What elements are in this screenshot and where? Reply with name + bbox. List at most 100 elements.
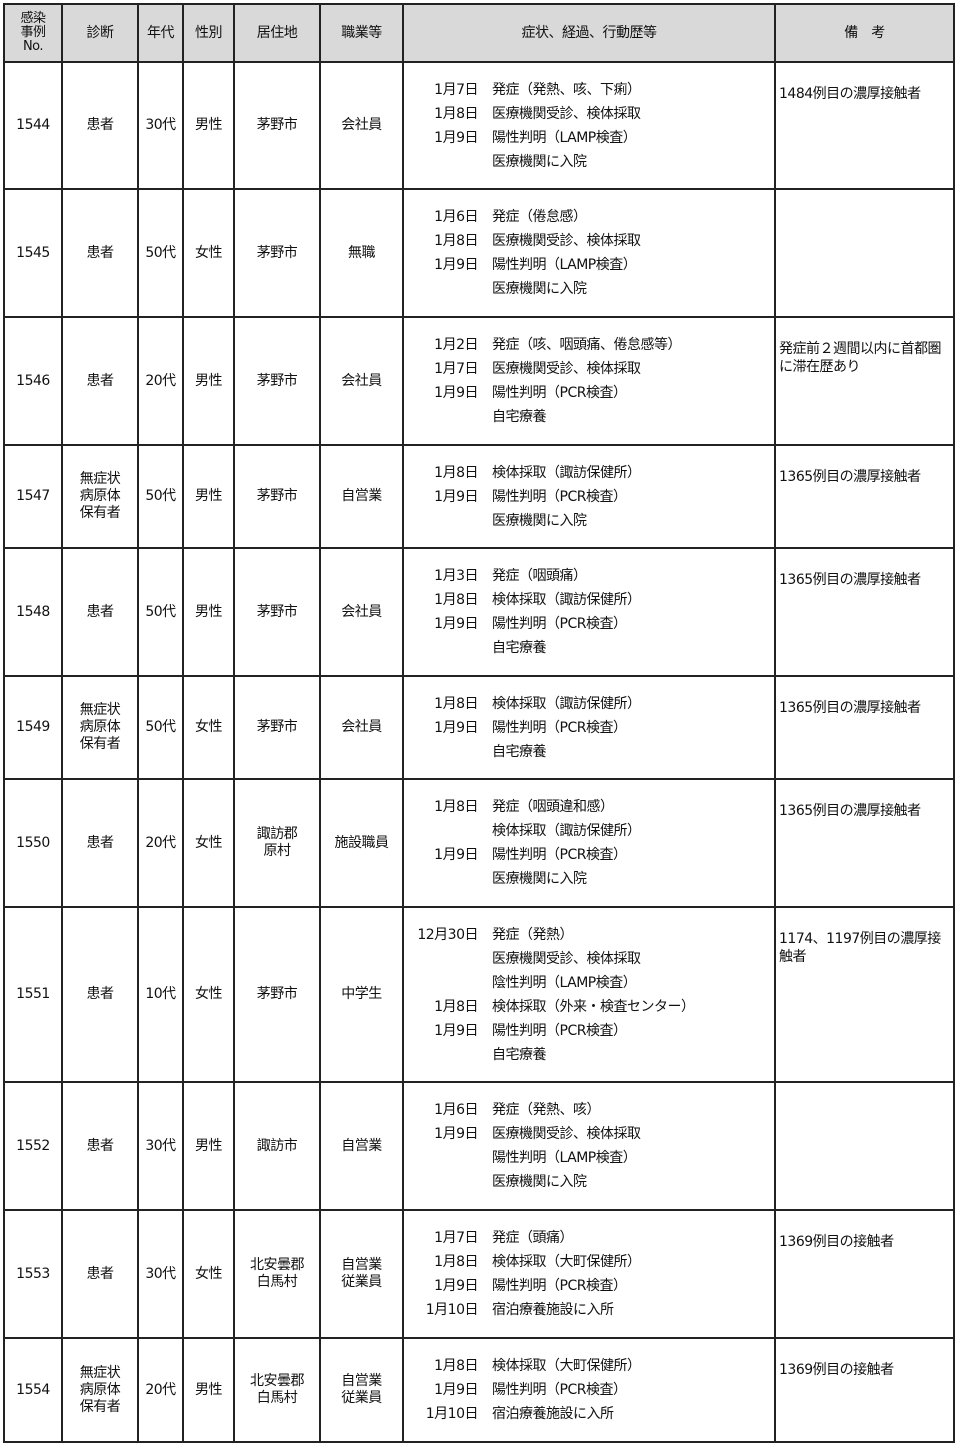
event-line: 医療機関に入院: [414, 150, 774, 174]
event-text: 陽性判明（LAMP検査）: [492, 257, 637, 273]
event-text: 陽性判明（PCR検査）: [492, 1278, 627, 1294]
note: 1365例目の濃厚接触者: [774, 778, 955, 908]
event-line: 1月9日 陽性判明（PCR検査）: [414, 1019, 774, 1043]
event-date: [414, 819, 492, 843]
event-date: 1月9日: [434, 1382, 478, 1398]
event-text: 陽性判明（PCR検査）: [492, 1022, 627, 1039]
occupation: 中学生: [319, 906, 404, 1083]
event-text: 発症（発熱、咳）: [492, 1102, 601, 1118]
header-age: 年代: [137, 3, 184, 63]
event-date: 1月7日: [434, 361, 478, 377]
case-table: 感染 事例 No. 診断 年代 性別 居住地 職業等 症状、経過、行動歴等 備 考 …: [3, 3, 955, 1443]
diagnosis: 患者: [61, 1209, 139, 1339]
occupation: 会社員: [319, 547, 404, 677]
event-date: 1月8日: [434, 799, 478, 815]
event-line: 1月8日 医療機関受診、検体採取: [414, 102, 774, 126]
event-date: 1月10日: [425, 1302, 479, 1318]
event-line: 陰性判明（LAMP検査）: [414, 971, 774, 995]
event-line: 1月9日 陽性判明（PCR検査）: [414, 1274, 774, 1298]
table-row: 1554 無症状病原体保有者 20代 男性 北安曇郡白馬村 自営業従業員 1月8日 検体採取（…: [3, 1337, 955, 1443]
occupation: 会社員: [319, 675, 404, 780]
diagnosis-text: 無症状病原体保有者: [79, 702, 121, 752]
event-line: 検体採取（諏訪保健所）: [414, 819, 774, 843]
occupation: 施設職員: [319, 778, 404, 908]
event-text: 自宅療養: [492, 1046, 547, 1063]
event-text: 検体採取（諏訪保健所）: [492, 464, 641, 481]
header-line: No.: [22, 39, 44, 54]
sex: 女性: [182, 778, 235, 908]
event-text: 検体採取（諏訪保健所）: [492, 823, 641, 839]
diagnosis: 患者: [61, 778, 139, 908]
residence: 茅野市: [233, 444, 321, 549]
age-group: 50代: [137, 444, 184, 549]
table-row: 1552 患者 30代 男性 諏訪市 自営業 1月6日 発症（発熱、咳） 1月9日 医療機関受診、…: [3, 1081, 955, 1211]
event-text: 医療機関に入院: [492, 1174, 587, 1190]
event-date: 1月6日: [434, 1102, 478, 1118]
event-text: 検体採取（大町保健所）: [492, 1358, 641, 1374]
events-cell: 1月8日 検体採取（大町保健所） 1月9日 陽性判明（PCR検査） 1月10日 宿泊療養施…: [402, 1337, 776, 1443]
event-line: 自宅療養: [414, 740, 774, 764]
event-text: 発症（倦怠感）: [492, 209, 587, 225]
diagnosis-text: 無症状病原体保有者: [79, 1364, 121, 1415]
event-text: 陽性判明（PCR検査）: [492, 385, 627, 401]
events-cell: 1月7日 発症（頭痛） 1月8日 検体採取（大町保健所） 1月9日 陽性判明（PCR検査）…: [402, 1209, 776, 1339]
diagnosis: 患者: [61, 906, 139, 1083]
event-date: [414, 947, 492, 971]
note: 1369例目の接触者: [774, 1209, 955, 1339]
occupation: 自営業従業員: [319, 1337, 404, 1443]
age-group: 50代: [137, 675, 184, 780]
event-line: 医療機関に入院: [414, 1170, 774, 1194]
case-number: 1553: [3, 1209, 63, 1339]
note: 1365例目の濃厚接触者: [774, 444, 955, 549]
residence: 茅野市: [233, 547, 321, 677]
event-line: 1月6日 発症（倦怠感）: [414, 205, 774, 229]
diagnosis: 患者: [61, 316, 139, 446]
table-row: 1546 患者 20代 男性 茅野市 会社員 1月2日 発症（咳、咽頭痛、倦怠感等） 1月7日医…: [3, 316, 955, 446]
event-date: [414, 405, 492, 429]
event-line: 1月3日 発症（咽頭痛）: [414, 564, 774, 588]
events-cell: 1月6日 発症（発熱、咳） 1月9日 医療機関受診、検体採取 陽性判明（LAMP検査）医…: [402, 1081, 776, 1211]
event-text: 検体採取（大町保健所）: [492, 1254, 641, 1270]
events-cell: 1月2日 発症（咳、咽頭痛、倦怠感等） 1月7日 医療機関受診、検体採取 1月9日 陽性判…: [402, 316, 776, 446]
event-text: 陽性判明（LAMP検査）: [492, 129, 637, 146]
event-date: 1月9日: [434, 847, 478, 863]
event-text: 自宅療養: [492, 743, 547, 760]
occupation: 無職: [319, 188, 404, 318]
diagnosis: 無症状病原体保有者: [61, 1337, 139, 1443]
sex: 男性: [182, 1337, 235, 1443]
event-line: 1月8日 発症（咽頭違和感）: [414, 795, 774, 819]
event-text: 検体採取（諏訪保健所）: [492, 695, 641, 712]
event-line: 1月8日 検体採取（諏訪保健所）: [414, 461, 774, 485]
events-cell: 1月8日 発症（咽頭違和感） 検体採取（諏訪保健所） 1月9日 陽性判明（PCR検査） 医…: [402, 778, 776, 908]
residence: 茅野市: [233, 906, 321, 1083]
table-row: 1548 患者 50代 男性 茅野市 会社員 1月3日 発症（咽頭痛） 1月8日 検体採取（諏訪保…: [3, 547, 955, 677]
occupation: 自営業: [319, 1081, 404, 1211]
table-row: 1544 患者 30代 男性 茅野市 会社員 1月7日 発症（発熱、咳、下痢） 1月8日 医療機関…: [3, 61, 955, 190]
event-text: 自宅療養: [492, 640, 547, 656]
sex: 女性: [182, 1209, 235, 1339]
event-date: [414, 277, 492, 301]
note: 1369例目の接触者: [774, 1337, 955, 1443]
note: 1365例目の濃厚接触者: [774, 547, 955, 677]
header-diagnosis: 診断: [61, 3, 139, 63]
sex: 男性: [182, 61, 235, 190]
event-date: [414, 636, 492, 660]
occupation: 自営業従業員: [319, 1209, 404, 1339]
event-line: 医療機関に入院: [414, 509, 774, 533]
occupation: 会社員: [319, 316, 404, 446]
event-line: 1月8日 検体採取（諏訪保健所）: [414, 588, 774, 612]
event-date: [414, 1043, 492, 1067]
event-date: 1月7日: [434, 1230, 478, 1246]
event-date: 1月8日: [434, 1254, 478, 1270]
case-number: 1546: [3, 316, 63, 446]
event-date: 1月10日: [425, 1406, 479, 1422]
residence: 茅野市: [233, 188, 321, 318]
case-number: 1544: [3, 61, 63, 190]
sex: 男性: [182, 444, 235, 549]
event-date: 1月9日: [434, 488, 478, 505]
residence: 茅野市: [233, 675, 321, 780]
age-group: 20代: [137, 1337, 184, 1443]
header-sex: 性別: [182, 3, 235, 63]
age-group: 30代: [137, 61, 184, 190]
occupation: 自営業: [319, 444, 404, 549]
